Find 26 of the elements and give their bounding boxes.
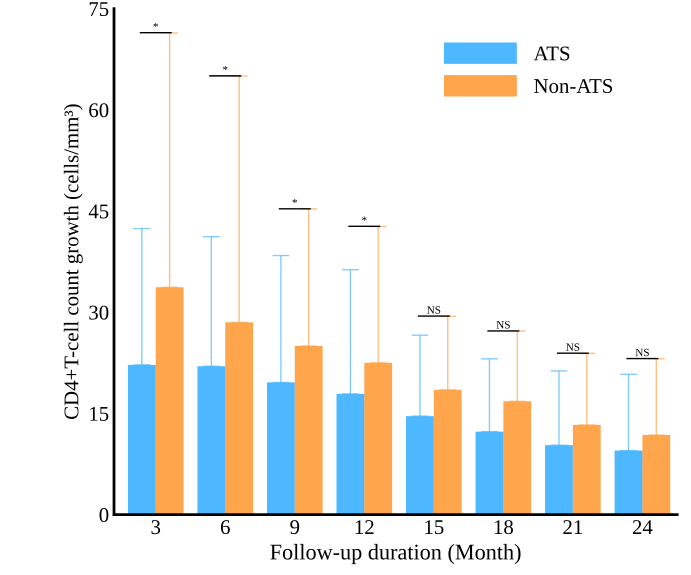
annotation: NS xyxy=(427,306,440,314)
annotation: NS xyxy=(496,321,510,329)
x-tick-label: 18 xyxy=(494,520,513,534)
annotation: NS xyxy=(566,343,580,351)
x-axis-title: Follow-up duration (Month) xyxy=(270,544,521,564)
annotation: * xyxy=(153,22,158,28)
x-tick-label: 24 xyxy=(632,520,653,534)
x-tick-label: 6 xyxy=(220,520,230,534)
x-tick-label: 9 xyxy=(290,520,300,534)
y-tick-label: 30 xyxy=(89,306,108,320)
y-axis-title: CD4+T-cell count growth (cells/mm³) xyxy=(64,104,83,419)
annotation: NS xyxy=(636,348,649,356)
annotation: * xyxy=(223,66,228,70)
x-tick-label: 21 xyxy=(563,520,582,534)
y-tick-label: 60 xyxy=(89,103,108,118)
legend-label: ATS xyxy=(534,46,570,60)
y-tick-label: 45 xyxy=(88,204,108,218)
x-tick-label: 12 xyxy=(356,520,374,534)
annotation: * xyxy=(362,216,367,221)
annotation: * xyxy=(292,199,298,204)
x-tick-label: 3 xyxy=(152,520,160,534)
y-tick-label: 15 xyxy=(90,406,108,421)
legend-label: Non-ATS xyxy=(534,79,612,94)
y-tick-label: 75 xyxy=(90,2,108,16)
x-tick-label: 15 xyxy=(425,520,444,534)
y-tick-label: 0 xyxy=(100,508,108,522)
